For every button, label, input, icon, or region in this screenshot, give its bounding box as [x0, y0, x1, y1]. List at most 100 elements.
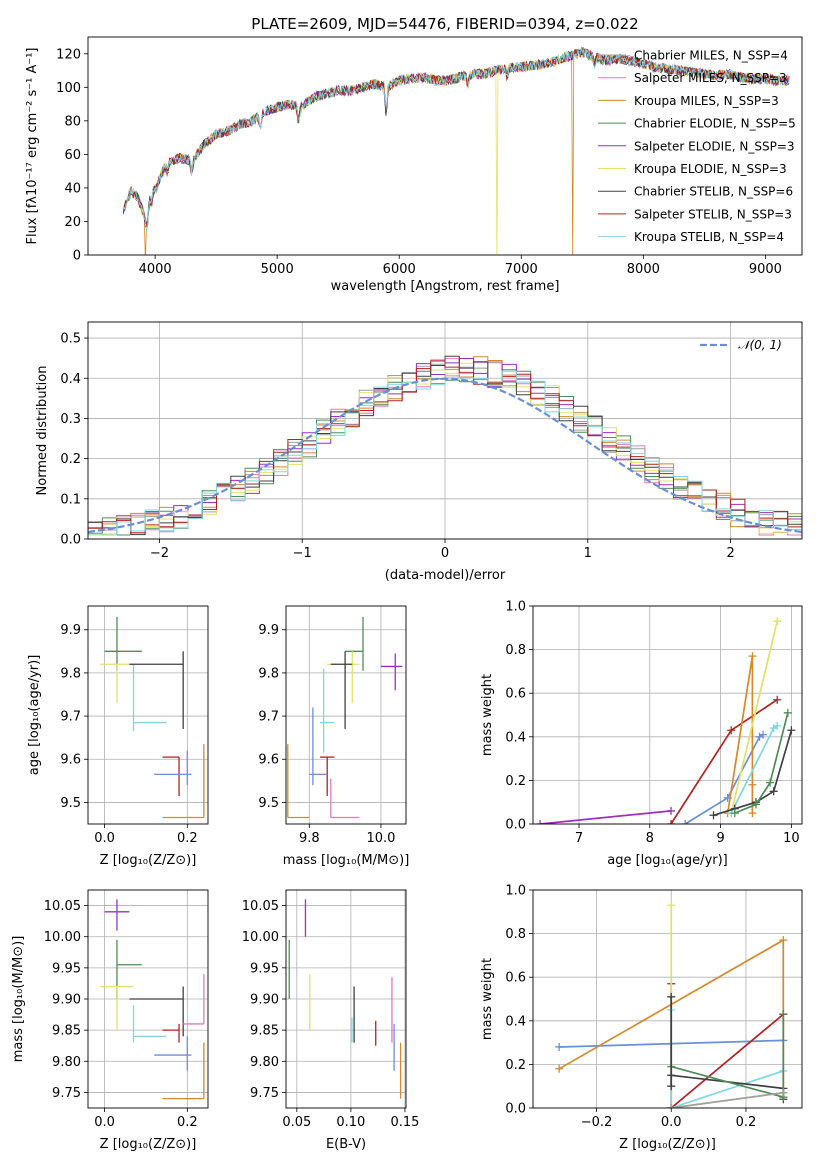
- weight-marker: [667, 901, 676, 910]
- legend: Chabrier MILES, N_SSP=4 Salpeter MILES, N…: [598, 49, 796, 244]
- axes-frame: [87, 889, 209, 1109]
- x-tick-label: −2: [150, 546, 169, 561]
- weight-marker: [727, 726, 736, 735]
- chart-title: PLATE=2609, MJD=54476, FIBERID=0394, z=0…: [251, 15, 638, 33]
- y-tick-label: 1.0: [505, 884, 526, 899]
- weight-marker: [769, 787, 778, 796]
- panel-2: −2 −1 0 1 2 0.0 0.1 0.2 0.3 0.4 0.5 (data-model)/er…: [35, 321, 803, 583]
- y-tick-label: 9.75: [52, 1086, 81, 1101]
- error-bars: [288, 899, 402, 1099]
- y-tick-label: 0.4: [505, 730, 526, 745]
- x-tick-label: 8: [646, 831, 654, 846]
- normal-curve: [88, 377, 802, 534]
- weight-marker: [766, 778, 775, 787]
- weight-line: [734, 712, 789, 814]
- axes-frame: [532, 889, 803, 1109]
- legend-entry: 𝒩(0, 1): [738, 338, 782, 352]
- weight-marker: [773, 721, 782, 730]
- legend-entry: Chabrier ELODIE, N_SSP=5: [634, 117, 796, 131]
- x-tick-label: 8000: [627, 262, 660, 277]
- weight-marker: [783, 708, 792, 717]
- weight-marker: [779, 1088, 788, 1097]
- x-axis-label: (data-model)/error: [385, 568, 506, 583]
- spectrum-series: [123, 48, 790, 232]
- x-tick-label: 0.0: [94, 1115, 115, 1130]
- y-tick-label: 0.3: [60, 412, 81, 427]
- x-axis-label: Z [log₁₀(Z/Z⊙)]: [100, 853, 197, 868]
- x-axis-label: age [log₁₀(age/yr)]: [607, 853, 728, 868]
- weight-line: [670, 1014, 785, 1099]
- y-tick-label: 10.05: [242, 899, 279, 914]
- legend-entry: Kroupa STELIB, N_SSP=4: [634, 230, 784, 244]
- error-bars: [100, 899, 205, 1100]
- y-tick-label: 0: [73, 249, 81, 264]
- y-tick-label: 9.6: [258, 753, 279, 768]
- weight-marker: [759, 730, 768, 739]
- y-tick-label: 0.1: [60, 492, 81, 507]
- x-tick-label: 2: [726, 546, 734, 561]
- y-tick-label: 20: [64, 215, 81, 230]
- x-tick-label: 9: [716, 831, 724, 846]
- weight-marker: [748, 809, 757, 818]
- x-tick-label: 0: [441, 546, 449, 561]
- x-tick-label: 6000: [383, 262, 416, 277]
- spectrum-series: [123, 48, 790, 228]
- legend-entry: Kroupa MILES, N_SSP=3: [634, 94, 779, 108]
- panel-6: 0.0 0.2 9.75 9.80 9.85 9.90 9.95 10.00 10.05 Z [l…: [11, 889, 209, 1152]
- weight-lines: [555, 901, 788, 1108]
- y-tick-label: 10.05: [44, 899, 81, 914]
- y-tick-label: 9.90: [250, 993, 279, 1008]
- y-tick-label: 100: [56, 81, 81, 96]
- y-tick-label: 0.2: [60, 452, 81, 467]
- y-tick-label: 0.4: [60, 372, 81, 387]
- y-tick-label: 80: [64, 114, 81, 129]
- y-tick-label: 60: [64, 148, 81, 163]
- y-axis-label: age [log₁₀(age/yr)]: [27, 655, 42, 776]
- x-axis-label: wavelength [Angstrom, rest frame]: [331, 279, 560, 294]
- histogram: [88, 370, 802, 536]
- error-bars: [287, 616, 403, 819]
- weight-line: [540, 810, 672, 824]
- y-tick-label: 9.6: [60, 753, 81, 768]
- histogram: [88, 362, 802, 536]
- y-tick-label: 9.9: [258, 623, 279, 638]
- weight-line: [671, 1091, 784, 1108]
- weight-marker: [773, 617, 782, 626]
- weight-marker: [667, 1104, 676, 1108]
- legend-entry: Salpeter STELIB, N_SSP=3: [634, 207, 792, 221]
- y-tick-label: 9.85: [250, 1024, 279, 1039]
- panel-3: 0.0 0.2 9.5 9.6 9.7 9.8 9.9 Z [log₁₀(Z/Z⊙)] age …: [27, 605, 209, 868]
- panel-1: 4000 5000 6000 7000 8000 9000 0 20 40 60 80 100 120 w…: [25, 15, 803, 294]
- y-tick-label: 9.5: [258, 796, 279, 811]
- weight-marker: [667, 806, 676, 815]
- y-tick-label: 9.7: [60, 710, 81, 725]
- axes-frame: [87, 321, 803, 540]
- y-tick-label: 9.5: [60, 796, 81, 811]
- panel-7: 0.05 0.10 0.15 9.75 9.80 9.85 9.90 9.95 10.00 10.…: [242, 889, 419, 1152]
- x-tick-label: 1: [584, 546, 592, 561]
- weight-marker: [748, 652, 757, 661]
- y-tick-label: 0.0: [60, 533, 81, 548]
- legend-entry: Salpeter ELODIE, N_SSP=3: [634, 139, 795, 153]
- weight-marker: [681, 820, 690, 824]
- y-tick-label: 10.00: [242, 930, 279, 945]
- y-tick-label: 0.6: [505, 687, 526, 702]
- x-tick-label: 0.2: [177, 1115, 198, 1130]
- weight-marker: [730, 809, 739, 818]
- x-axis-label: Z [log₁₀(Z/Z⊙)]: [619, 1137, 716, 1152]
- y-tick-label: 0.5: [60, 332, 81, 347]
- x-tick-label: 7000: [505, 262, 538, 277]
- weight-line: [730, 621, 779, 814]
- x-axis-label: E(B-V): [326, 1137, 366, 1152]
- weight-marker: [748, 780, 757, 789]
- weight-line: [730, 725, 778, 814]
- weight-marker: [536, 820, 545, 824]
- legend-entry: Chabrier MILES, N_SSP=4: [634, 49, 788, 63]
- weight-lines: [536, 617, 796, 824]
- panel-5: 7 8 9 10 0.0 0.2 0.4 0.6 0.8 1.0 age [log₁₀(age/yr…: [480, 600, 803, 868]
- y-tick-label: 0.2: [505, 1058, 526, 1073]
- x-tick-label: 0.2: [736, 1115, 757, 1130]
- y-tick-label: 1.0: [505, 600, 526, 615]
- y-tick-label: 40: [64, 181, 81, 196]
